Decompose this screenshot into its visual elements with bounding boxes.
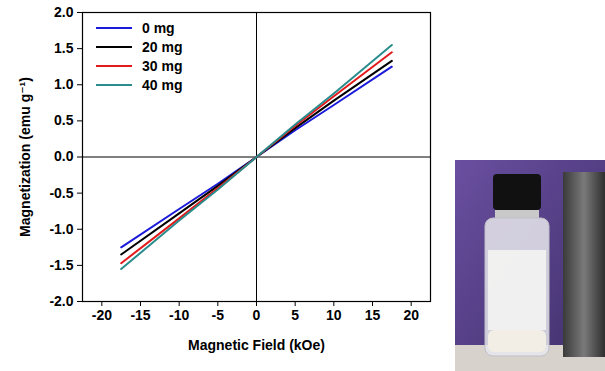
svg-text:Magnetic Field (kOe): Magnetic Field (kOe)	[188, 337, 325, 353]
svg-text:-10: -10	[169, 307, 189, 323]
svg-text:2.0: 2.0	[54, 4, 74, 20]
html-text:0 mg: 0 mg	[142, 19, 175, 36]
html-text:40 mg: 40 mg	[142, 76, 183, 93]
svg-text:0.5: 0.5	[54, 112, 74, 128]
html-text:30 mg: 30 mg	[142, 57, 183, 74]
html-text:20 mg: 20 mg	[142, 38, 183, 55]
svg-text:-0.5: -0.5	[49, 185, 73, 201]
svg-text:20: 20	[403, 307, 419, 323]
svg-text:15: 15	[365, 307, 381, 323]
svg-text:0: 0	[253, 307, 261, 323]
svg-text:-1.0: -1.0	[49, 221, 73, 237]
svg-text:-5: -5	[212, 307, 225, 323]
svg-text:-1.5: -1.5	[49, 257, 73, 273]
svg-text:-2.0: -2.0	[49, 293, 73, 309]
svg-text:-15: -15	[130, 307, 150, 323]
svg-text:10: 10	[326, 307, 342, 323]
svg-text:5: 5	[291, 307, 299, 323]
svg-text:Magnetization (emu g⁻¹): Magnetization (emu g⁻¹)	[17, 77, 33, 237]
svg-text:1.5: 1.5	[54, 40, 74, 56]
svg-text:1.0: 1.0	[54, 76, 74, 92]
svg-text:-20: -20	[92, 307, 112, 323]
svg-text:0.0: 0.0	[54, 148, 74, 164]
